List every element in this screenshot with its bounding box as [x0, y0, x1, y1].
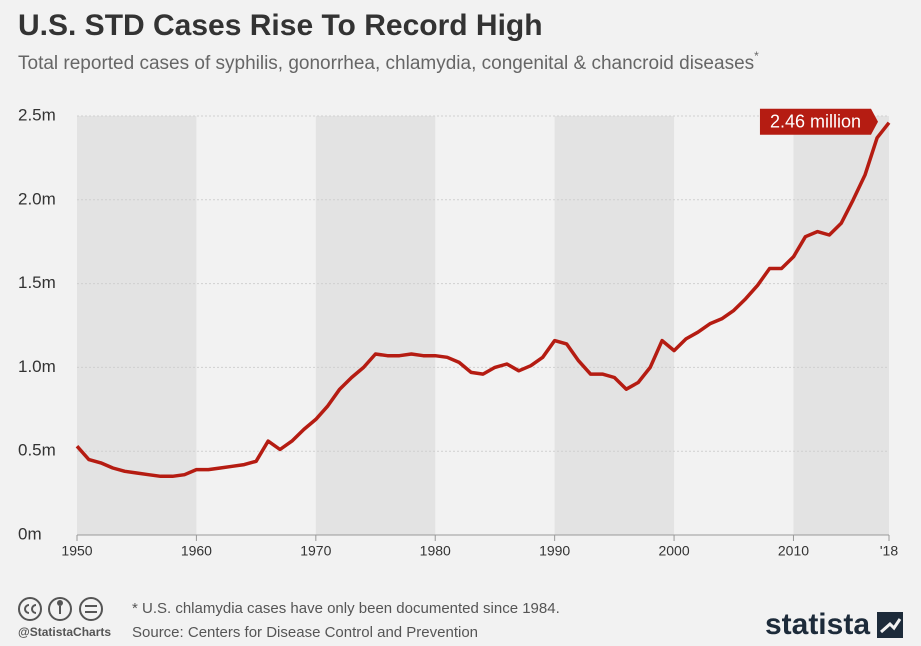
x-tick-label: 1950: [61, 543, 92, 559]
x-tick-label: 2010: [778, 543, 809, 559]
band: [315, 116, 436, 535]
line: [75, 121, 891, 479]
y-tick-label: 0m: [18, 524, 42, 543]
subtitle-text: Total reported cases of syphilis, gonorr…: [18, 53, 754, 74]
band: [77, 116, 197, 535]
x-tick-label: 1980: [420, 543, 451, 559]
brand: statista: [765, 608, 870, 641]
brand-icon-mark: [880, 618, 902, 634]
y-tick-label: 2.0m: [18, 189, 56, 208]
x-tick-label: 2000: [658, 543, 689, 559]
annotation-label: 2.46 million: [770, 111, 861, 131]
x-tick-label: '18: [880, 543, 898, 559]
source: Source: Centers for Disease Control and …: [132, 624, 478, 641]
y-tick-label: 1.5m: [18, 273, 56, 292]
license-icons: [18, 597, 103, 621]
x-tick-label: 1970: [300, 543, 331, 559]
y-tick-label: 1.0m: [18, 357, 56, 376]
subtitle-marker: *: [754, 49, 759, 63]
y-tick-label: 2.5m: [18, 105, 56, 124]
chart-subtitle: Total reported cases of syphilis, gonorr…: [18, 49, 759, 74]
annotation-box: [759, 108, 878, 135]
x-tick-label: 1960: [181, 543, 212, 559]
handle: @StatistaCharts: [18, 625, 111, 639]
band: [793, 116, 889, 535]
bands: [77, 116, 889, 535]
annotation: 2.46 million: [759, 108, 878, 135]
chart-title: U.S. STD Cases Rise To Record High: [18, 9, 543, 42]
footnote: * U.S. chlamydia cases have only been do…: [132, 600, 560, 617]
band: [554, 116, 675, 535]
x-tick-label: 1990: [539, 543, 570, 559]
y-tick-label: 0.5m: [18, 441, 56, 460]
